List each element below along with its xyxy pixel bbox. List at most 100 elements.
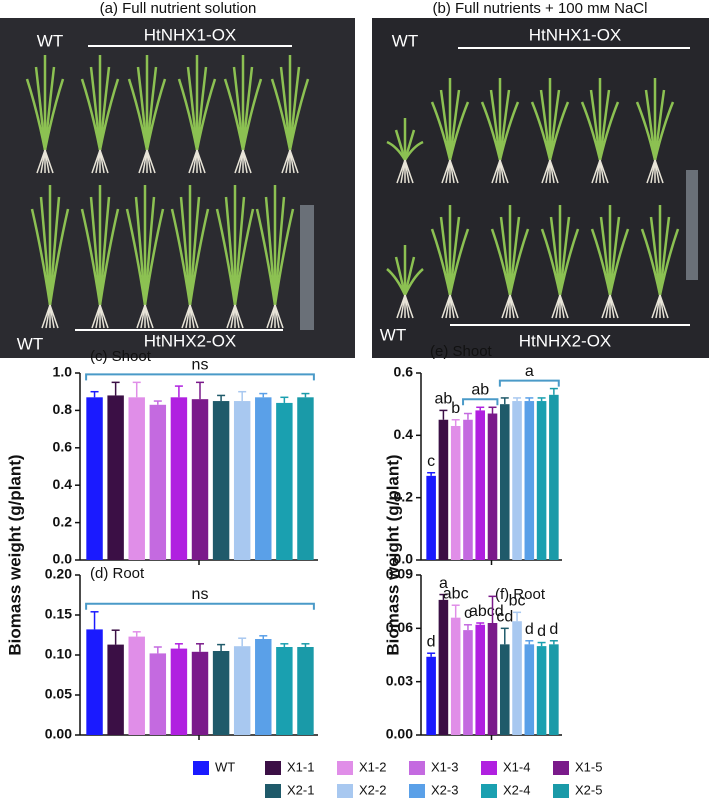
bar bbox=[233, 401, 251, 560]
root bbox=[559, 294, 569, 319]
bar bbox=[438, 419, 449, 560]
bar bbox=[212, 651, 230, 735]
root bbox=[659, 294, 669, 319]
photo-label: HtNHX1-OX bbox=[529, 25, 622, 44]
y-tick-label: 0.10 bbox=[45, 646, 72, 662]
chart-title: (d) Root bbox=[90, 565, 145, 582]
bar bbox=[297, 397, 314, 560]
root bbox=[599, 159, 609, 184]
bar bbox=[107, 395, 124, 560]
bar bbox=[524, 401, 535, 560]
legend-label: X1-3 bbox=[431, 759, 458, 774]
bar bbox=[212, 401, 230, 560]
y-tick-label: 0.03 bbox=[386, 672, 413, 688]
root bbox=[234, 304, 244, 329]
root bbox=[99, 304, 109, 329]
chart-title: (c) Shoot bbox=[90, 348, 152, 365]
chart-title: (e) Shoot bbox=[430, 343, 493, 360]
y-tick-label: 0.09 bbox=[386, 566, 413, 582]
legend-swatch bbox=[337, 784, 353, 798]
y-tick-label: 1.0 bbox=[53, 364, 73, 380]
legend-label: X2-1 bbox=[287, 782, 314, 797]
root bbox=[189, 304, 199, 329]
legend-label: WT bbox=[215, 759, 235, 774]
bar bbox=[233, 646, 251, 735]
leaf bbox=[403, 268, 424, 296]
bar bbox=[549, 644, 559, 735]
legend-swatch bbox=[337, 761, 353, 775]
bar bbox=[276, 647, 293, 735]
chart-title: (f) Root bbox=[495, 586, 546, 603]
bar bbox=[128, 636, 145, 735]
root bbox=[404, 294, 414, 319]
bar bbox=[107, 644, 124, 735]
photo-label: HtNHX1-OX bbox=[144, 25, 237, 44]
photo-label: WT bbox=[17, 334, 43, 353]
y-tick-label: 0.4 bbox=[394, 426, 414, 442]
root bbox=[146, 149, 156, 174]
leaf bbox=[145, 78, 167, 151]
significance-letter: d bbox=[525, 621, 534, 638]
bar bbox=[191, 651, 209, 735]
leaf bbox=[288, 78, 310, 151]
bracket bbox=[85, 373, 315, 381]
bar bbox=[487, 623, 498, 735]
legend-label: X1-5 bbox=[575, 759, 602, 774]
legend-swatch bbox=[265, 784, 281, 798]
photo-label: WT bbox=[380, 325, 406, 344]
significance-letter: bc bbox=[509, 593, 526, 610]
bar bbox=[438, 599, 449, 735]
root bbox=[274, 304, 284, 329]
y-tick-label: 0.8 bbox=[53, 401, 73, 417]
significance-letter: abcd bbox=[469, 603, 504, 620]
root bbox=[49, 304, 59, 329]
bar bbox=[450, 425, 461, 560]
y-tick-label: 0.00 bbox=[45, 726, 72, 742]
leaf bbox=[195, 78, 217, 151]
legend-swatch bbox=[265, 761, 281, 775]
y-axis-label: Biomass weight (g/plant) bbox=[383, 454, 402, 655]
legend-label: X2-4 bbox=[503, 782, 530, 797]
ruler bbox=[300, 205, 314, 330]
root bbox=[609, 294, 619, 319]
y-tick-label: 0.2 bbox=[394, 488, 414, 504]
photo-a bbox=[0, 18, 355, 358]
y-tick-label: 0.2 bbox=[53, 513, 73, 529]
bar bbox=[276, 402, 293, 560]
legend-label: X2-3 bbox=[431, 782, 458, 797]
significance-letter: abc bbox=[443, 585, 469, 602]
bracket bbox=[498, 379, 560, 387]
leaf bbox=[98, 78, 120, 151]
y-tick-label: 0.6 bbox=[394, 364, 414, 380]
legend-label: X1-4 bbox=[503, 759, 530, 774]
photo-label: WT bbox=[37, 31, 63, 50]
bar bbox=[512, 621, 522, 735]
bracket bbox=[462, 398, 499, 406]
root bbox=[144, 304, 154, 329]
root bbox=[654, 159, 664, 184]
legend-label: X2-5 bbox=[575, 782, 602, 797]
legend-swatch bbox=[409, 761, 425, 775]
leaf bbox=[143, 208, 165, 306]
bar bbox=[499, 644, 510, 735]
bar bbox=[426, 656, 436, 735]
bar bbox=[191, 399, 209, 560]
bar bbox=[512, 401, 522, 560]
leaf bbox=[273, 208, 295, 306]
bar bbox=[463, 630, 473, 735]
bar bbox=[463, 419, 473, 560]
bar bbox=[170, 648, 188, 735]
photo-caption: (b) Full nutrients + 100 mᴍ NaCl bbox=[433, 0, 648, 17]
leaf bbox=[43, 78, 65, 151]
leaf bbox=[558, 228, 580, 296]
leaf bbox=[448, 228, 470, 296]
bar bbox=[86, 629, 103, 735]
legend-swatch bbox=[193, 761, 209, 775]
bar bbox=[170, 397, 188, 560]
bar bbox=[524, 644, 535, 735]
photo-label: WT bbox=[392, 31, 418, 50]
significance-letter: b bbox=[451, 400, 460, 417]
photo-caption: (a) Full nutrient solution bbox=[100, 0, 257, 17]
y-tick-label: 0.15 bbox=[45, 606, 72, 622]
photo-b bbox=[372, 18, 709, 358]
